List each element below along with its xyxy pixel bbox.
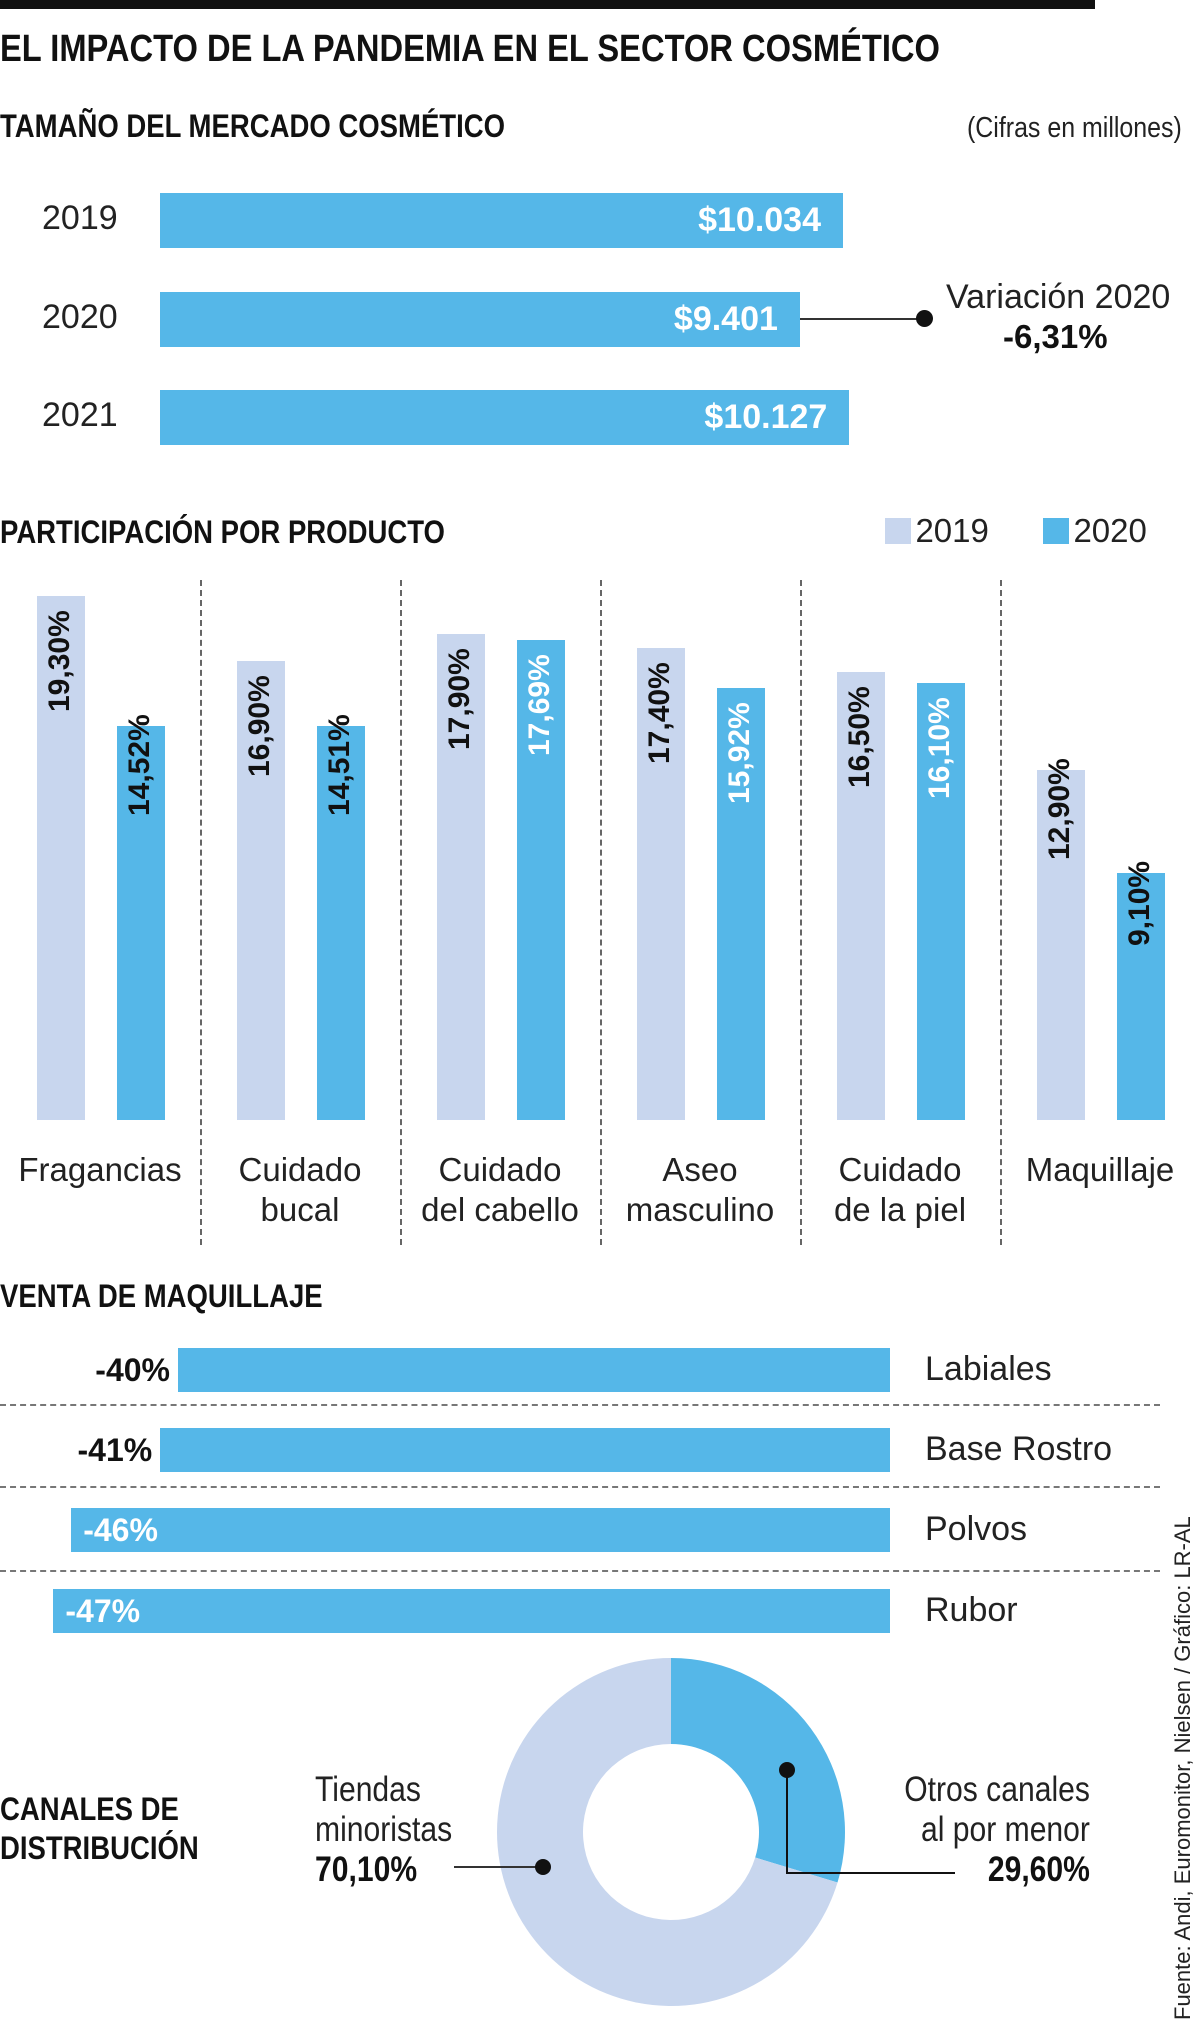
retail-label: Tiendas minoristas 70,10% [315,1770,452,1890]
row-divider [0,1486,1160,1488]
variation-connector [800,318,925,320]
other-label-line1: Otros canales [904,1770,1090,1809]
category-label-line: Maquillaje [1025,1151,1175,1188]
share-by-product-title: PARTICIPACIÓN POR PRODUCTO [0,514,445,550]
category-label-line: del cabello [421,1191,579,1228]
category-label-line: masculino [625,1191,775,1228]
market-bar: $10.127 [160,390,850,445]
retail-value: 70,10% [315,1850,418,1889]
makeup-value: -40% [95,1352,170,1388]
share-bar-2019 [837,672,885,1120]
share-bar-2020 [717,687,765,1120]
units-note: (Cifras en millones) [967,112,1182,144]
otros-leader-dot [779,1762,795,1778]
makeup-category: Base Rostro [925,1430,1113,1468]
group-separator [1000,580,1002,1245]
other-value: 29,60% [987,1850,1090,1889]
market-bar: $10.034 [160,193,843,248]
makeup-bar [71,1508,890,1552]
legend-2020: 2020 [1043,512,1147,550]
category-label-line: Cuidado [238,1151,362,1188]
retail-label-line2: minoristas [315,1810,453,1849]
share-bar-2020 [117,725,165,1120]
category-label: Cuidado bucal [200,1150,400,1230]
source-credit: Fuente: Andi, Euromonitor, Nielsen / Grá… [1170,1516,1195,2020]
share-bar-2019 [237,661,285,1120]
share-bar-2020 [1117,872,1165,1120]
category-label-line: Fragancias [18,1151,182,1188]
other-label-line2: al por menor [921,1810,1090,1849]
legend-2019: 2019 [885,512,989,550]
category-label: Cuidado de la piel [800,1150,1000,1230]
market-bar-value: $10.127 [704,398,828,436]
page-title: EL IMPACTO DE LA PANDEMIA EN EL SECTOR C… [0,28,940,70]
makeup-bar [53,1589,890,1633]
makeup-bar [160,1428,890,1472]
share-bar-2019 [437,634,485,1120]
group-separator [400,580,402,1245]
legend-swatch-2019 [885,518,911,544]
category-label: Fragancias [0,1150,200,1190]
share-bar-2019 [37,596,85,1120]
group-separator [200,580,202,1245]
makeup-bar [178,1348,890,1392]
category-label-line: de la piel [833,1191,967,1228]
legend-swatch-2020 [1043,518,1069,544]
category-label-line: Cuidado [438,1151,562,1188]
other-label: Otros canales al por menor 29,60% [904,1770,1090,1890]
category-label-line: bucal [260,1191,340,1228]
share-bar-2019 [637,647,685,1120]
channels-title: CANALES DE DISTRIBUCIÓN [0,1790,199,1868]
makeup-category: Rubor [925,1591,1018,1629]
group-separator [800,580,802,1245]
row-divider [0,1404,1160,1406]
makeup-sales-title: VENTA DE MAQUILLAJE [0,1278,323,1314]
category-label-line: Aseo [662,1151,738,1188]
share-bar-2020 [917,682,965,1120]
channels-title-line2: DISTRIBUCIÓN [0,1830,199,1866]
legend-label-2020: 2020 [1073,512,1147,549]
year-label: 2020 [42,298,118,336]
market-bar-value: $10.034 [698,201,821,239]
year-label: 2019 [42,199,118,237]
donut-slice-tiendas-minoristas [497,1658,838,2006]
category-label-line: Cuidado [838,1151,962,1188]
makeup-category: Labiales [925,1350,1052,1388]
makeup-value: -41% [77,1432,153,1468]
market-bar-value: $9.401 [673,300,778,338]
category-label: Cuidado del cabello [400,1150,600,1230]
category-label: Aseo masculino [600,1150,800,1230]
share-bar-2019 [1037,769,1085,1120]
top-rule [0,0,1095,9]
variation-value: -6,31% [1003,318,1108,355]
market-size-title: TAMAÑO DEL MERCADO COSMÉTICO [0,108,506,144]
otros-leader-line [786,1770,955,1874]
legend-label-2019: 2019 [915,512,989,549]
share-bar-2020 [517,639,565,1120]
row-divider [0,1570,1160,1572]
tiendas-leader-dot [535,1859,551,1875]
group-separator [600,580,602,1245]
makeup-value: -46% [83,1512,158,1548]
donut-slice-otros-canales [671,1657,845,1883]
variation-label: Variación 2020 [946,278,1171,316]
retail-label-line1: Tiendas [315,1770,421,1809]
makeup-value: -47% [65,1593,141,1629]
variation-dot [916,310,933,327]
year-label: 2021 [42,396,118,434]
category-label: Maquillaje [1000,1150,1200,1190]
share-bar-2020 [317,726,365,1120]
market-bar: $9.401 [160,292,800,347]
makeup-category: Polvos [925,1510,1028,1548]
channels-title-line1: CANALES DE [0,1791,179,1827]
